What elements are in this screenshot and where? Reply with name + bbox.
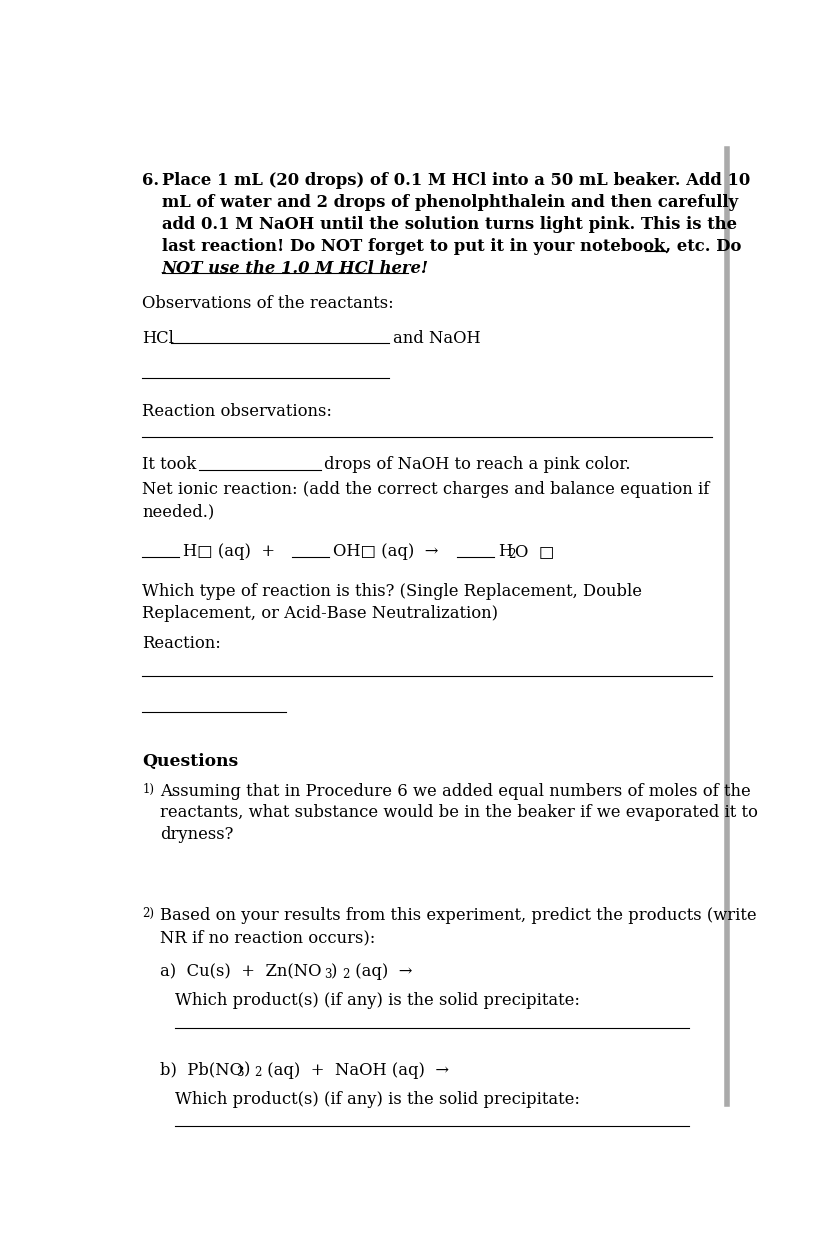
Text: drops of NaOH to reach a pink color.: drops of NaOH to reach a pink color. [324,456,630,472]
Text: mL of water and 2 drops of phenolphthalein and then carefully: mL of water and 2 drops of phenolphthale… [161,193,737,211]
Text: needed.): needed.) [142,503,214,521]
Text: (aq)  +  NaOH (aq)  →: (aq) + NaOH (aq) → [261,1061,448,1079]
Text: HCl: HCl [142,330,174,347]
Text: NR if no reaction occurs):: NR if no reaction occurs): [160,929,375,946]
Text: H□ (aq)  +: H□ (aq) + [183,543,275,560]
Text: Reaction:: Reaction: [142,635,221,652]
Text: ): ) [243,1061,250,1079]
Text: Place 1 mL (20 drops) of 0.1 M HCl into a 50 mL beaker. Add 10: Place 1 mL (20 drops) of 0.1 M HCl into … [161,172,749,188]
Text: Replacement, or Acid-Base Neutralization): Replacement, or Acid-Base Neutralization… [142,605,498,622]
Text: Which product(s) (if any) is the solid precipitate:: Which product(s) (if any) is the solid p… [174,1091,579,1107]
Text: add 0.1 M NaOH until the solution turns light pink. This is the: add 0.1 M NaOH until the solution turns … [161,216,736,233]
Text: Observations of the reactants:: Observations of the reactants: [142,295,394,312]
Text: Which type of reaction is this? (Single Replacement, Double: Which type of reaction is this? (Single … [142,584,642,600]
Text: dryness?: dryness? [160,826,233,843]
Text: a)  Cu(s)  +  Zn(NO: a) Cu(s) + Zn(NO [160,963,322,980]
Text: 2: 2 [508,548,515,560]
Text: It took: It took [142,456,196,472]
Text: 3: 3 [323,967,331,981]
Text: Assuming that in Procedure 6 we added equal numbers of moles of the: Assuming that in Procedure 6 we added eq… [160,782,750,800]
Text: Net ionic reaction: (add the correct charges and balance equation if: Net ionic reaction: (add the correct cha… [142,481,709,498]
Text: Based on your results from this experiment, predict the products (write: Based on your results from this experime… [160,908,756,924]
Text: OH□ (aq)  →: OH□ (aq) → [332,543,437,560]
Text: last reaction! Do NOT forget to put it in your notebook, etc. Do: last reaction! Do NOT forget to put it i… [161,238,740,254]
Text: Reaction observations:: Reaction observations: [142,403,332,420]
Text: ): ) [331,963,337,980]
Text: and NaOH: and NaOH [392,330,480,347]
Text: 3: 3 [237,1066,244,1079]
Text: 2: 2 [254,1066,261,1079]
Text: reactants, what substance would be in the beaker if we evaporated it to: reactants, what substance would be in th… [160,805,758,821]
Text: Which product(s) (if any) is the solid precipitate:: Which product(s) (if any) is the solid p… [174,992,579,1009]
Text: 6.: 6. [142,172,159,188]
Text: 1): 1) [142,782,154,796]
Text: H: H [497,543,511,560]
Text: NOT use the 1.0 M HCl here!: NOT use the 1.0 M HCl here! [161,259,428,277]
Text: Questions: Questions [142,753,238,770]
Text: 2): 2) [142,908,154,920]
Text: O  □: O □ [514,543,554,560]
Text: b)  Pb(NO: b) Pb(NO [160,1061,243,1079]
Text: (aq)  →: (aq) → [349,963,412,980]
Text: 2: 2 [342,967,349,981]
